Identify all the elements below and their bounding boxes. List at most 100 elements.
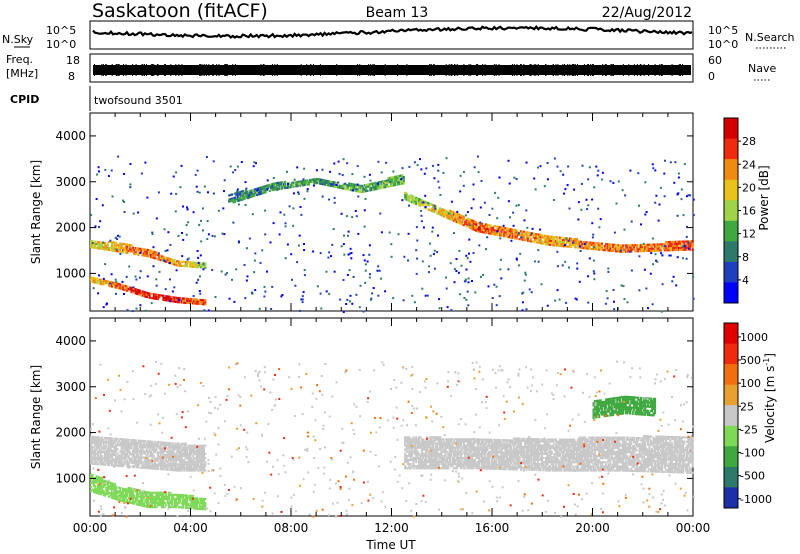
data-cell [500, 449, 503, 452]
data-cell [101, 243, 104, 246]
data-cell [94, 279, 97, 282]
data-cell [479, 459, 482, 462]
data-cell [148, 249, 151, 252]
data-cell [129, 248, 132, 251]
data-cell [507, 227, 510, 230]
data-cell [681, 240, 684, 243]
data-cell [490, 463, 493, 466]
data-cell [138, 450, 141, 453]
data-cell [258, 191, 260, 194]
data-cell [354, 210, 357, 212]
data-cell [434, 205, 437, 208]
data-cell [492, 231, 495, 234]
data-cell [479, 446, 482, 449]
data-cell [149, 444, 153, 447]
data-cell [494, 463, 497, 466]
data-cell [418, 461, 421, 464]
data-cell [369, 273, 371, 276]
data-cell [92, 244, 95, 247]
data-cell [170, 454, 173, 457]
data-cell [136, 288, 139, 291]
data-cell [92, 436, 95, 439]
data-cell [150, 302, 153, 305]
data-cell [519, 230, 523, 233]
data-cell [485, 457, 488, 460]
data-cell [579, 245, 581, 248]
data-cell [564, 245, 567, 248]
data-cell [156, 497, 159, 500]
data-cell [99, 440, 102, 443]
data-cell [378, 187, 382, 190]
data-cell [383, 180, 386, 183]
data-cell [162, 443, 165, 446]
data-cell [434, 456, 437, 459]
data-cell [140, 292, 143, 295]
data-cell [211, 234, 214, 237]
data-cell [468, 463, 471, 466]
data-cell [129, 244, 132, 247]
data-cell [131, 449, 134, 452]
data-cell [99, 278, 102, 281]
data-cell [440, 450, 443, 453]
data-cell [92, 458, 95, 461]
power-cells [90, 155, 695, 313]
data-cell [682, 257, 684, 260]
data-cell [306, 190, 309, 193]
data-cell [296, 183, 299, 186]
data-cell [197, 461, 200, 464]
data-cell [494, 453, 497, 456]
data-cell [405, 440, 408, 443]
data-cell [299, 206, 302, 208]
data-cell [102, 483, 105, 486]
data-cell [201, 465, 204, 468]
data-cell [151, 231, 154, 234]
data-cell [345, 184, 348, 187]
data-cell [394, 184, 397, 187]
data-cell [490, 465, 493, 468]
data-cell [95, 444, 98, 447]
data-cell [458, 465, 461, 468]
data-cell [165, 491, 168, 494]
data-cell [95, 456, 98, 459]
data-cell [300, 298, 303, 301]
data-cell [90, 486, 93, 489]
data-cell [98, 446, 101, 449]
data-cell [191, 263, 194, 266]
data-cell [198, 505, 201, 508]
data-cell [190, 263, 193, 266]
data-cell [198, 501, 201, 504]
data-cell [90, 475, 93, 478]
data-cell [126, 245, 129, 248]
data-cell [334, 181, 337, 184]
data-cell [139, 304, 142, 307]
data-cell [444, 446, 447, 449]
data-cell [416, 450, 419, 453]
data-cell [616, 244, 619, 247]
data-cell [162, 453, 165, 456]
data-cell [496, 438, 499, 441]
data-cell [298, 182, 301, 185]
data-cell [504, 451, 507, 454]
data-cell [480, 231, 483, 234]
data-cell [348, 300, 351, 303]
data-cell [134, 292, 137, 295]
data-cell [686, 246, 689, 249]
data-cell [575, 242, 578, 245]
data-cell [155, 297, 158, 300]
data-cell [418, 438, 421, 441]
data-cell [543, 234, 546, 237]
data-cell [147, 460, 150, 463]
data-cell [599, 246, 602, 249]
data-cell [462, 450, 465, 453]
data-cell [681, 242, 684, 245]
data-cell [236, 193, 239, 196]
data-cell [101, 281, 104, 284]
data-cell [159, 445, 162, 448]
data-cell [466, 452, 470, 455]
data-cell [194, 444, 197, 447]
data-cell [552, 244, 555, 247]
data-cell [480, 226, 483, 229]
data-cell [462, 215, 465, 218]
data-cell [94, 485, 97, 488]
